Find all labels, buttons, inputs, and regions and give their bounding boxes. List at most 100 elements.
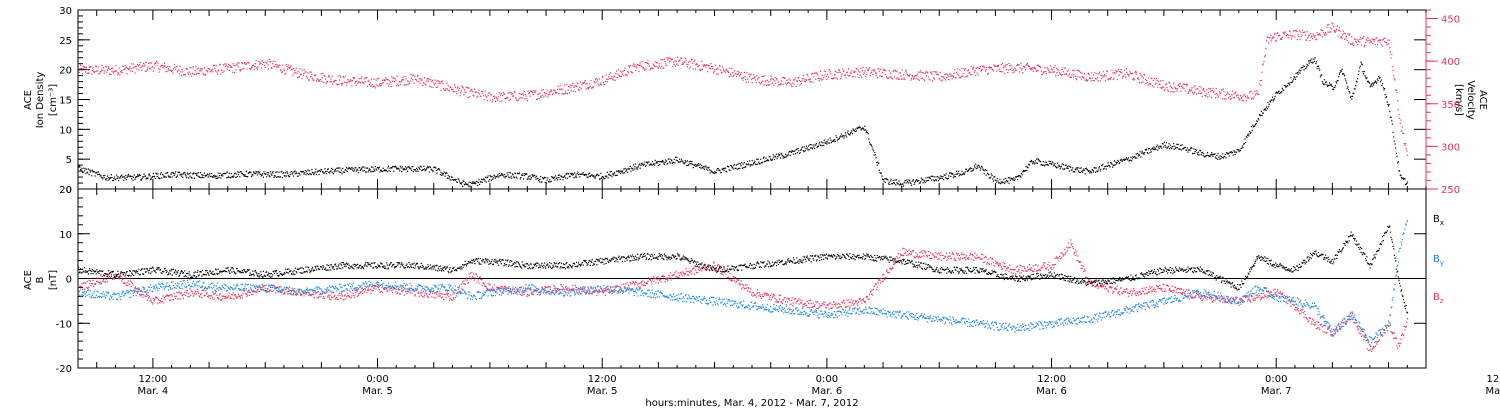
velocity-series-point (317, 78, 319, 80)
bz-series-point (194, 293, 196, 295)
density-series-point (399, 165, 401, 167)
density-series-point (444, 175, 446, 177)
density-series-point (754, 163, 757, 165)
velocity-series-point (124, 65, 126, 67)
density-series-point (1378, 77, 1380, 79)
velocity-series-point (266, 60, 268, 62)
velocity-series-point (779, 84, 781, 86)
bz-series-point (332, 291, 335, 293)
density-series-point (1310, 61, 1312, 63)
velocity-series-point (967, 69, 970, 71)
density-series-point (913, 183, 915, 185)
velocity-series-point (882, 72, 884, 74)
density-series-point (139, 174, 141, 177)
bz-series-point (243, 290, 245, 292)
velocity-series-point (138, 64, 141, 66)
velocity-series-point (1375, 37, 1377, 39)
bz-series-point (211, 295, 213, 297)
density-series-point (564, 177, 567, 179)
velocity-series-point (291, 68, 293, 71)
density-series-point (1132, 156, 1134, 158)
density-series-point (416, 167, 418, 169)
velocity-series-point (633, 63, 635, 65)
density-series-point (1011, 178, 1013, 180)
velocity-series-point (642, 67, 644, 69)
velocity-series-point (1142, 77, 1144, 79)
velocity-series-point (875, 75, 877, 77)
density-series-point (108, 178, 110, 180)
density-series-point (1042, 161, 1044, 163)
density-series-point (888, 181, 890, 183)
velocity-series-point (242, 68, 244, 70)
density-series-point (568, 176, 570, 178)
density-series-point (638, 163, 641, 165)
velocity-series-point (281, 72, 283, 74)
velocity-series-point (1366, 37, 1369, 39)
velocity-series-point (1140, 82, 1143, 84)
density-series-point (505, 175, 507, 177)
velocity-series-point (530, 90, 532, 92)
density-series-point (498, 172, 500, 174)
velocity-series-point (919, 71, 921, 73)
velocity-series-point (544, 93, 546, 95)
density-series-point (811, 148, 814, 150)
velocity-series-point (511, 93, 513, 95)
velocity-series-point (576, 85, 578, 87)
density-series-point (1350, 95, 1352, 98)
density-series-point (1187, 151, 1189, 153)
bz-series-point (105, 279, 107, 281)
density-series-point (696, 164, 698, 166)
density-series-point (1341, 68, 1343, 70)
velocity-series-point (920, 70, 922, 72)
velocity-series-point (452, 90, 454, 92)
velocity-series-point (1271, 38, 1273, 40)
velocity-series-point (338, 79, 340, 81)
bz-series-point (124, 283, 126, 285)
velocity-series-point (1344, 38, 1346, 40)
density-series-point (792, 150, 794, 153)
density-series-point (334, 170, 336, 172)
density-series-point (218, 175, 221, 177)
density-series-point (733, 165, 735, 167)
density-series-point (841, 136, 843, 138)
velocity-series-point (1020, 62, 1022, 64)
velocity-series-point (646, 62, 648, 65)
density-series-point (1000, 183, 1002, 185)
velocity-series-point (600, 82, 602, 84)
velocity-series-point (988, 66, 990, 68)
density-series-point (662, 160, 664, 162)
density-series-point (524, 173, 527, 176)
density-series-point (1290, 81, 1293, 84)
velocity-series-point (1055, 75, 1057, 77)
bz-series-point (148, 296, 150, 298)
bz-series-point (255, 291, 257, 293)
velocity-series-point (805, 79, 807, 81)
velocity-series-point (956, 73, 958, 75)
velocity-series-point (348, 81, 350, 83)
density-series-point (765, 157, 767, 159)
velocity-series-point (1053, 71, 1055, 73)
velocity-series-point (961, 67, 963, 70)
density-series-point (526, 173, 528, 175)
density-series-point (1095, 167, 1097, 169)
velocity-series-point (1067, 75, 1069, 77)
density-series-point (1388, 103, 1390, 106)
velocity-series-point (191, 67, 193, 69)
velocity-series-point (1190, 90, 1192, 92)
velocity-series-point (214, 68, 216, 70)
velocity-series-point (203, 73, 205, 76)
velocity-series-point (1193, 86, 1195, 88)
velocity-series-point (803, 78, 805, 80)
bz-series-point (93, 285, 95, 287)
velocity-series-point (729, 67, 731, 69)
density-series-point (401, 166, 403, 168)
density-series-point (114, 176, 116, 178)
density-series-point (1087, 171, 1089, 173)
velocity-series-point (358, 78, 360, 80)
velocity-series-point (1035, 69, 1037, 71)
velocity-series-point (87, 68, 89, 70)
density-series-point (532, 175, 534, 177)
velocity-series-point (1124, 73, 1126, 76)
bz-series-point (86, 280, 88, 283)
velocity-series-point (848, 68, 850, 70)
